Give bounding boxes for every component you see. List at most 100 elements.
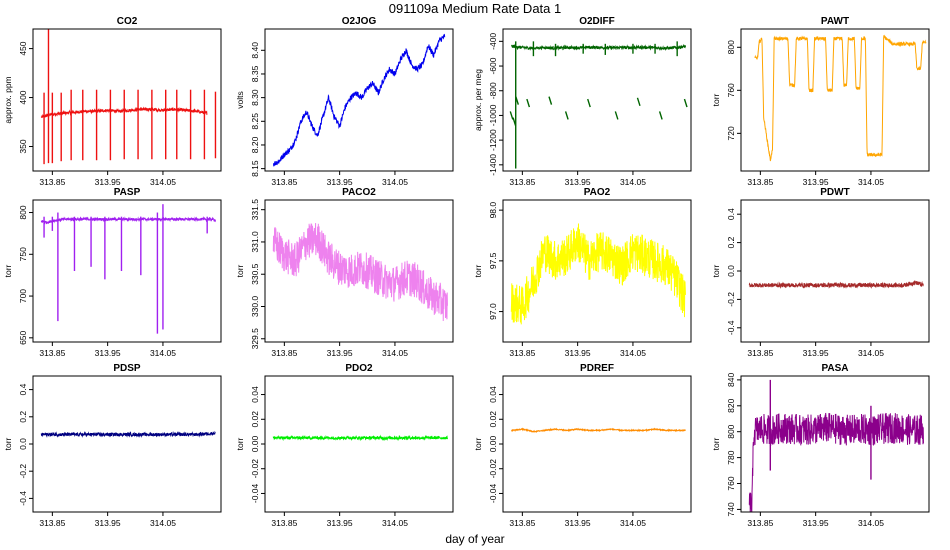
x-tick-label: 313.85: [747, 177, 773, 187]
y-tick-label: -1000: [488, 104, 498, 126]
y-tick-label: 820: [726, 398, 736, 412]
y-axis-label: torr: [711, 264, 721, 277]
x-tick-label: 314.05: [620, 177, 646, 187]
plot-frame: [264, 199, 454, 343]
panel-pasp: PASP 313.85 313.95 314.05 650 700 750 800 torr: [3, 187, 222, 358]
y-tick-label: 8.40: [250, 42, 260, 59]
x-tick-label: 313.95: [327, 348, 353, 358]
y-tick-label: 780: [726, 450, 736, 464]
y-tick-label: 330.0: [250, 296, 260, 318]
panel-pasa: PASA 313.85 313.95 314.05 740 760 780 800 820 840…: [711, 363, 930, 528]
x-tick-label: 313.95: [565, 348, 591, 358]
plot-frame: [502, 28, 692, 172]
x-tick-label: 313.85: [509, 177, 535, 187]
x-tick-label: 313.85: [39, 177, 65, 187]
panels-group: CO2 313.85 313.95 314.05 350 400 450 approx. pp…: [3, 16, 930, 528]
y-axis-label: approx. ppm: [3, 76, 13, 123]
y-axis-label: torr: [3, 437, 13, 450]
y-tick-label: 720: [726, 126, 736, 140]
segment-mark: [658, 111, 663, 120]
segment-mark: [587, 98, 591, 108]
y-tick-label: -1200: [488, 129, 498, 151]
figure-title: 091109a Medium Rate Data 1: [389, 1, 561, 16]
panel-title: PASA: [821, 363, 848, 374]
y-tick-label: 8.20: [250, 136, 260, 153]
x-tick-label: 314.05: [382, 348, 408, 358]
y-axis-label: volts: [235, 91, 245, 108]
y-tick-label: 0.2: [18, 411, 28, 423]
x-tick-label: 313.95: [327, 518, 353, 528]
x-tick-label: 314.05: [382, 177, 408, 187]
y-tick-label: -0.4: [18, 491, 28, 506]
segment-mark: [509, 111, 514, 120]
y-tick-label: 0.0: [18, 438, 28, 450]
x-tick-label: 314.05: [858, 348, 884, 358]
panel-o2diff: O2DIFF 313.85 313.95 314.05 -400 -600 -800 -100…: [473, 16, 692, 187]
series-line: [748, 280, 924, 289]
panel-paco2: PACO2 313.85 313.95 314.05 329.5 330.0 330.5 33…: [235, 187, 454, 358]
series-line: [40, 430, 216, 438]
y-tick-label: -0.02: [488, 459, 498, 479]
y-tick-label: 800: [18, 205, 28, 219]
x-tick-label: 313.95: [95, 177, 121, 187]
plot-frame: [32, 375, 222, 513]
y-tick-label: -0.02: [250, 459, 260, 479]
plot-frame: [740, 199, 930, 343]
x-tick-label: 314.05: [150, 518, 176, 528]
x-tick-label: 313.95: [803, 518, 829, 528]
panel-pao2: PAO2 313.85 313.95 314.05 97.0 97.5 98.0 torr: [473, 187, 692, 358]
panel-pawt: PAWT 313.85 313.95 314.05 720 760 800 torr: [711, 16, 930, 187]
x-tick-label: 313.95: [327, 177, 353, 187]
y-tick-label: -0.4: [726, 320, 736, 335]
panel-title: O2JOG: [342, 16, 377, 27]
plot-frame: [32, 28, 222, 172]
segment-mark: [564, 111, 569, 120]
y-tick-label: 8.25: [250, 113, 260, 130]
panel-pdwt: PDWT 313.85 313.95 314.05 -0.4 -0.2 0.0 0.2 0.4 t…: [711, 187, 930, 358]
panel-title: CO2: [117, 16, 138, 27]
segment-mark: [512, 117, 517, 126]
x-tick-label: 313.95: [95, 518, 121, 528]
y-axis-label: torr: [711, 437, 721, 450]
panel-o2jog: O2JOG 313.85 313.95 314.05 8.15 8.20 8.25 8.30 8…: [235, 16, 454, 187]
y-tick-label: 331.0: [250, 231, 260, 253]
segment-mark: [614, 111, 619, 120]
series-line: [510, 223, 686, 325]
y-tick-label: 0.4: [18, 383, 28, 395]
x-tick-label: 313.85: [39, 518, 65, 528]
y-tick-label: 760: [726, 83, 736, 97]
plot-frame: [32, 199, 222, 343]
y-axis-label: approx. per meg: [473, 69, 483, 131]
series-line: [40, 216, 216, 225]
x-tick-label: 314.05: [150, 348, 176, 358]
y-tick-label: 0.02: [488, 411, 498, 428]
plot-frame: [264, 375, 454, 513]
y-tick-label: 98.0: [488, 202, 498, 219]
y-tick-label: 0.4: [726, 208, 736, 220]
panel-co2: CO2 313.85 313.95 314.05 350 400 450 approx. pp…: [3, 16, 222, 187]
x-tick-label: 313.85: [39, 348, 65, 358]
x-tick-label: 313.85: [271, 518, 297, 528]
y-tick-label: 0.02: [250, 411, 260, 428]
y-axis-label: torr: [473, 264, 483, 277]
segment-mark: [515, 96, 519, 105]
series-line: [272, 434, 448, 442]
panel-title: PDSP: [113, 363, 141, 374]
y-tick-label: -1400: [488, 154, 498, 176]
x-tick-label: 314.05: [858, 518, 884, 528]
segment-mark: [636, 97, 641, 107]
plot-frame: [740, 375, 930, 513]
y-axis-label: torr: [235, 437, 245, 450]
y-tick-label: 330.5: [250, 263, 260, 285]
x-tick-label: 313.95: [803, 348, 829, 358]
panel-title: PDREF: [580, 363, 614, 374]
y-tick-label: -0.2: [18, 464, 28, 479]
y-tick-label: 750: [18, 247, 28, 261]
segment-mark: [526, 98, 531, 108]
y-tick-label: 450: [18, 41, 28, 55]
series-line: [272, 223, 448, 321]
panel-title: PAO2: [584, 187, 611, 198]
y-tick-label: 0.2: [726, 236, 736, 248]
y-tick-label: 8.15: [250, 160, 260, 177]
panel-pdref: PDREF 313.85 313.95 314.05 -0.04 -0.02 0.00 0.0…: [473, 363, 692, 528]
